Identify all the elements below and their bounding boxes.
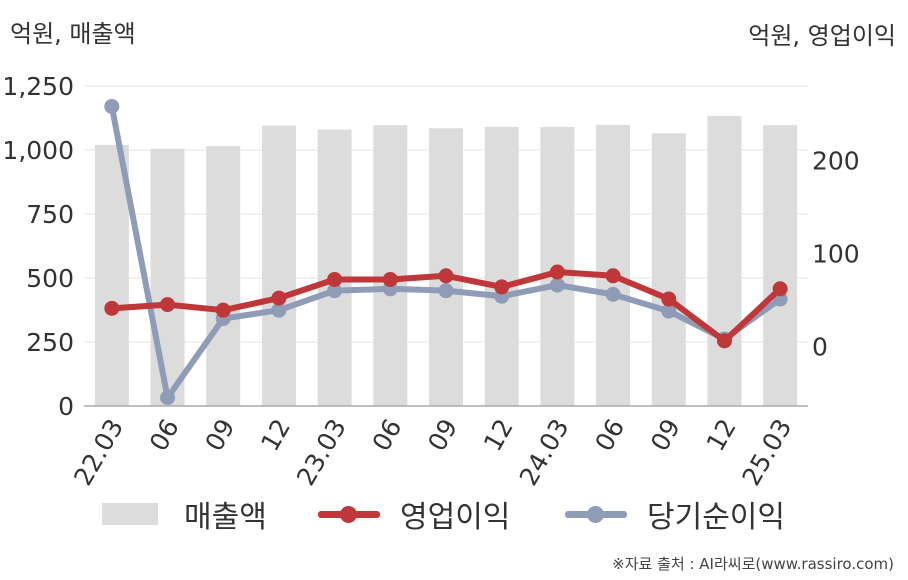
y-right-tick-label: 0 xyxy=(812,332,828,361)
operating-profit-point xyxy=(160,297,176,313)
net-income-point xyxy=(661,303,677,319)
x-tick-label: 09 xyxy=(645,414,686,456)
x-tick-label: 12 xyxy=(255,414,296,456)
operating-profit-point xyxy=(772,281,788,297)
legend: 매출액 영업이익 당기순이익 xyxy=(0,494,908,535)
operating-profit-point xyxy=(215,302,231,318)
operating-profit-point xyxy=(327,271,343,287)
revenue-bars xyxy=(94,115,798,407)
left-axis-unit: 억원, 매출액 xyxy=(10,20,136,48)
net-income-point xyxy=(104,98,120,114)
y-left-tick-label: 750 xyxy=(26,200,74,229)
net-income-point xyxy=(605,286,621,302)
revenue-bar xyxy=(707,115,742,407)
legend-bar-swatch xyxy=(102,503,158,525)
revenue-bar xyxy=(429,128,463,407)
operating-profit-point xyxy=(661,291,677,307)
revenue-bar xyxy=(317,129,352,406)
y-right-tick-label: 200 xyxy=(812,146,860,175)
operating-profit-point xyxy=(438,268,454,284)
revenue-bar xyxy=(651,133,686,407)
operating-profit-point xyxy=(549,264,565,280)
legend-label-revenue: 매출액 xyxy=(184,500,267,535)
operating-profit-point xyxy=(716,333,732,349)
revenue-bar xyxy=(484,126,519,407)
net-income-point xyxy=(549,277,565,293)
x-tick-label: 12 xyxy=(478,414,519,456)
operating-profit-point xyxy=(104,300,120,316)
revenue-bar xyxy=(373,125,408,406)
x-tick-label: 22.03 xyxy=(68,414,129,490)
operating-profit-point xyxy=(494,279,510,295)
y-left-tick-label: 0 xyxy=(58,392,74,421)
revenue-bar xyxy=(94,144,129,406)
x-tick-label: 25.03 xyxy=(737,414,798,490)
legend-label-operating-profit: 영업이익 xyxy=(400,500,511,535)
operating-profit-point xyxy=(605,268,621,284)
profit-lines xyxy=(104,98,788,406)
x-tick-label: 09 xyxy=(422,414,463,456)
legend-item-operating-profit: 영업이익 xyxy=(318,494,511,535)
revenue-bar xyxy=(763,125,798,406)
legend-dot-swatch-operating xyxy=(340,506,357,523)
x-tick-label: 06 xyxy=(367,414,408,456)
net-income-point xyxy=(327,283,343,299)
x-tick-label: 06 xyxy=(589,414,630,456)
revenue-bar xyxy=(150,148,185,406)
operating-profit-point xyxy=(271,290,287,306)
x-tick-label: 23.03 xyxy=(291,414,352,490)
x-tick-label: 12 xyxy=(701,414,742,456)
y-left-tick-label: 500 xyxy=(26,264,74,293)
revenue-bar xyxy=(261,125,296,407)
y-right-tick-label: 100 xyxy=(812,239,860,268)
source-note: ※자료 출처 : AI라씨로(www.rassiro.com) xyxy=(612,555,894,573)
y-left-tick-label: 250 xyxy=(26,328,74,357)
revenue-bar xyxy=(206,146,241,406)
legend-label-net-income: 당기순이익 xyxy=(647,500,785,535)
legend-item-net-income: 당기순이익 xyxy=(565,494,785,535)
y-left-tick-label: 1,000 xyxy=(2,136,74,165)
net-income-point xyxy=(438,283,454,299)
y-left-tick-label: 1,250 xyxy=(2,72,74,101)
legend-item-revenue: 매출액 xyxy=(102,494,267,535)
revenue-bar xyxy=(596,124,631,407)
net-income-point xyxy=(271,302,287,318)
x-tick-label: 24.03 xyxy=(514,414,575,490)
legend-dot-swatch-net xyxy=(587,506,604,523)
right-axis-unit: 억원, 영업이익 xyxy=(748,22,896,50)
x-tick-label: 06 xyxy=(144,414,185,456)
net-income-point xyxy=(160,390,176,406)
operating-profit-point xyxy=(382,271,398,287)
x-tick-label: 09 xyxy=(199,414,240,456)
